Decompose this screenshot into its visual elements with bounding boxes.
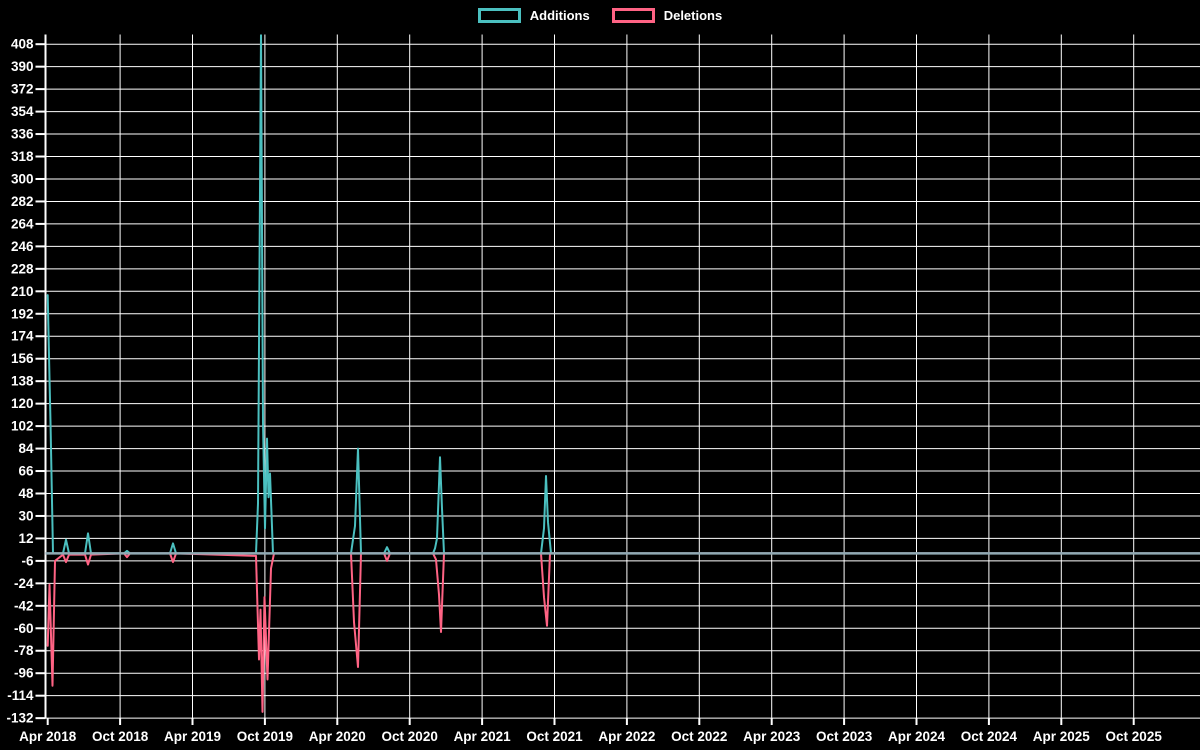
y-tick-label: -42 [14, 598, 34, 613]
legend-label-additions: Additions [529, 8, 590, 23]
y-tick-label: 66 [18, 464, 34, 479]
y-tick-label: 48 [18, 486, 34, 501]
y-tick-label: 390 [11, 59, 34, 74]
series-additions-line [46, 34, 1200, 555]
x-tick-label: Oct 2021 [526, 729, 583, 744]
additions-swatch-icon [477, 8, 521, 23]
y-tick-label: -24 [14, 576, 34, 591]
y-tick-label: 138 [11, 374, 34, 389]
x-tick-label: Oct 2018 [92, 729, 149, 744]
y-tick-label: 282 [11, 194, 34, 209]
y-tick-label: 120 [11, 396, 34, 411]
y-tick-label: 192 [11, 306, 34, 321]
y-tick-label: 336 [11, 127, 34, 142]
y-tick-label: -78 [14, 643, 34, 658]
x-tick-label: Apr 2023 [743, 729, 801, 744]
x-tick-label: Apr 2018 [19, 729, 77, 744]
x-tick-label: Apr 2025 [1033, 729, 1091, 744]
y-tick-label: -60 [14, 621, 34, 636]
y-tick-label: 12 [18, 531, 33, 546]
y-tick-label: 30 [18, 508, 33, 523]
y-tick-label: 300 [11, 171, 34, 186]
y-tick-label: -114 [7, 688, 34, 703]
y-tick-label: -6 [21, 553, 33, 568]
y-tick-label: 84 [18, 441, 34, 456]
x-tick-label: Oct 2023 [816, 729, 873, 744]
x-tick-label: Oct 2020 [382, 729, 438, 744]
x-tick-label: Apr 2019 [164, 729, 221, 744]
x-tick-label: Oct 2019 [237, 729, 293, 744]
x-tick-label: Oct 2024 [961, 729, 1018, 744]
y-tick-label: 264 [11, 216, 34, 231]
x-tick-label: Apr 2024 [888, 729, 946, 744]
y-tick-label: 174 [11, 329, 34, 344]
x-tick-label: Oct 2025 [1106, 729, 1163, 744]
y-tick-label: 246 [11, 239, 34, 254]
y-tick-label: 102 [11, 419, 34, 434]
y-tick-label: 228 [11, 261, 34, 276]
legend-item-deletions[interactable]: Deletions [611, 8, 723, 23]
y-tick-label: 408 [11, 37, 34, 52]
y-tick-label: 318 [11, 149, 34, 164]
legend-item-additions[interactable]: Additions [477, 8, 590, 23]
y-tick-label: 210 [11, 284, 34, 299]
x-tick-label: Apr 2020 [309, 729, 366, 744]
y-tick-label: 354 [11, 104, 34, 119]
x-tick-label: Oct 2022 [671, 729, 727, 744]
y-tick-label: -132 [6, 711, 33, 726]
x-tick-label: Apr 2022 [598, 729, 655, 744]
y-tick-label: 372 [11, 82, 34, 97]
y-tick-label: -96 [14, 666, 34, 681]
legend-label-deletions: Deletions [663, 8, 723, 23]
chart-legend: Additions Deletions [0, 8, 1200, 23]
x-tick-label: Apr 2021 [454, 729, 512, 744]
deletions-swatch-icon [611, 8, 655, 23]
y-tick-label: 156 [11, 351, 34, 366]
